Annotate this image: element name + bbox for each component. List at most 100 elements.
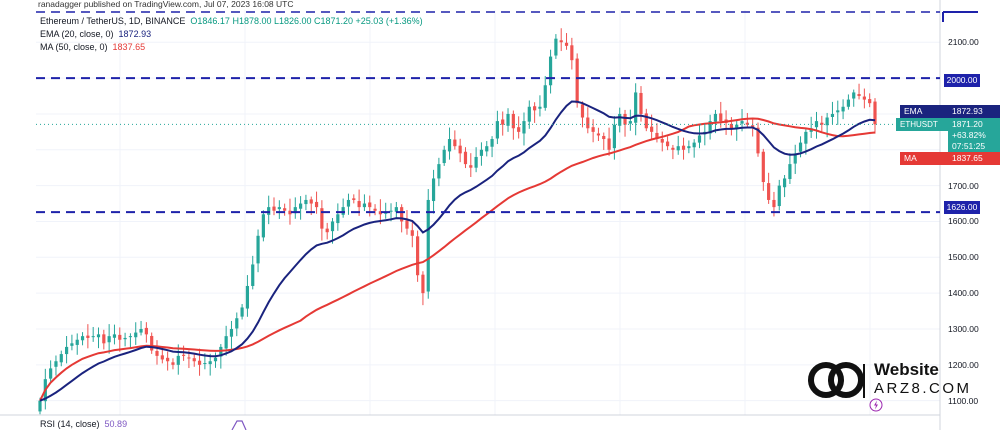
- candle-body: [80, 336, 85, 341]
- candle-body: [458, 145, 462, 154]
- candle-body: [745, 122, 749, 125]
- top-level-marker: [942, 11, 978, 22]
- candle-body: [447, 139, 452, 152]
- candle-body: [543, 85, 547, 108]
- candle-body: [857, 94, 861, 97]
- candle-body: [341, 207, 345, 215]
- candle-body: [309, 199, 313, 204]
- candle-body: [580, 104, 585, 118]
- candle-body: [719, 113, 723, 122]
- candle-body: [155, 351, 159, 356]
- candle-body: [112, 334, 117, 338]
- candle-body: [469, 165, 473, 168]
- candle-body: [352, 198, 356, 200]
- candle-body: [176, 355, 180, 365]
- candle-body: [586, 117, 590, 129]
- candle-body: [628, 121, 632, 124]
- candle-body: [564, 42, 569, 46]
- ma-legend-label: MA (50, close, 0): [40, 42, 108, 52]
- candle-body: [373, 208, 377, 211]
- y-tick-label: 1400.00: [948, 288, 979, 299]
- candle-body: [102, 334, 106, 344]
- candle-body: [607, 138, 611, 150]
- candle-body: [634, 92, 638, 123]
- candle-body: [277, 207, 281, 210]
- candle-body: [139, 328, 143, 333]
- ema-legend-value: 1872.93: [118, 29, 152, 39]
- candle-body: [453, 139, 457, 147]
- candle-body: [245, 285, 250, 309]
- candle-body: [330, 221, 335, 232]
- candle-body: [873, 101, 877, 125]
- candle-body: [288, 210, 292, 215]
- y-tick-label: 1700.00: [948, 180, 979, 191]
- candle-body: [729, 123, 733, 129]
- ema-tag-label: EMA: [900, 105, 948, 118]
- candle-body: [767, 183, 771, 200]
- candle-body: [506, 113, 510, 126]
- ema-20-line: [39, 100, 876, 402]
- lightning-icon[interactable]: [869, 398, 883, 412]
- ema-tag-value: 1872.93: [948, 105, 1000, 118]
- level-tag-2000: 2000.00: [944, 74, 980, 87]
- candle-body: [591, 127, 595, 132]
- last-price-tag: 1871.20 +63.82% 07:51:25: [948, 118, 1000, 152]
- rsi-label: RSI (14, close): [40, 419, 100, 429]
- candle-body: [538, 106, 542, 109]
- candle-body: [421, 274, 425, 294]
- candle-body: [846, 99, 851, 107]
- candle-body: [533, 106, 537, 111]
- candle-body: [400, 207, 404, 222]
- candle-body: [410, 230, 414, 236]
- candle-body: [740, 121, 744, 124]
- candle-body: [304, 199, 308, 205]
- candle-body: [650, 126, 654, 132]
- candle-body: [772, 199, 776, 208]
- rsi-legend[interactable]: RSI (14, close) 50.89: [40, 419, 127, 429]
- candle-countdown: 07:51:25: [952, 141, 986, 151]
- candle-body: [660, 139, 664, 143]
- candle-body: [107, 336, 111, 343]
- candle-body: [793, 153, 797, 164]
- candle-body: [134, 332, 138, 338]
- y-tick-label: 1500.00: [948, 252, 979, 263]
- ma-legend[interactable]: MA (50, close, 0) 1837.65: [40, 42, 145, 52]
- candle-body: [788, 164, 792, 179]
- candle-body: [394, 207, 398, 212]
- candle-body: [852, 92, 856, 99]
- candle-body: [708, 121, 712, 134]
- candle-body: [378, 211, 382, 215]
- candle-body: [272, 206, 276, 211]
- candle-body: [128, 336, 133, 338]
- candle-body: [437, 164, 441, 179]
- ema-legend[interactable]: EMA (20, close, 0) 1872.93: [40, 29, 151, 39]
- candle-body: [166, 357, 170, 362]
- candle-body: [86, 335, 90, 338]
- candle-body: [517, 127, 521, 132]
- candle-body: [602, 135, 606, 140]
- candle-body: [357, 201, 361, 208]
- ma-tag-value: 1837.65: [948, 152, 1000, 165]
- website-logo-icon: [808, 362, 865, 398]
- symbol-header: Ethereum / TetherUS, 1D, BINANCE O1846.1…: [40, 16, 423, 26]
- candle-body: [623, 113, 627, 125]
- ema-legend-label: EMA (20, close, 0): [40, 29, 114, 39]
- y-tick-label: 1300.00: [948, 323, 979, 334]
- candle-body: [479, 149, 484, 156]
- candle-body: [235, 318, 239, 329]
- candle-body: [639, 92, 643, 114]
- candle-body: [671, 147, 675, 150]
- candle-body: [820, 122, 824, 125]
- candle-body: [522, 121, 526, 134]
- candle-body: [612, 124, 616, 149]
- last-price: 1871.20: [952, 119, 983, 129]
- candle-body: [431, 178, 436, 202]
- candle-body: [442, 149, 446, 164]
- candle-body: [267, 207, 271, 215]
- candle-body: [49, 368, 53, 379]
- symbol-name[interactable]: Ethereum / TetherUS, 1D, BINANCE: [40, 16, 186, 26]
- candle-body: [203, 363, 207, 365]
- y-tick-label: 1600.00: [948, 216, 979, 227]
- candle-body: [256, 235, 260, 264]
